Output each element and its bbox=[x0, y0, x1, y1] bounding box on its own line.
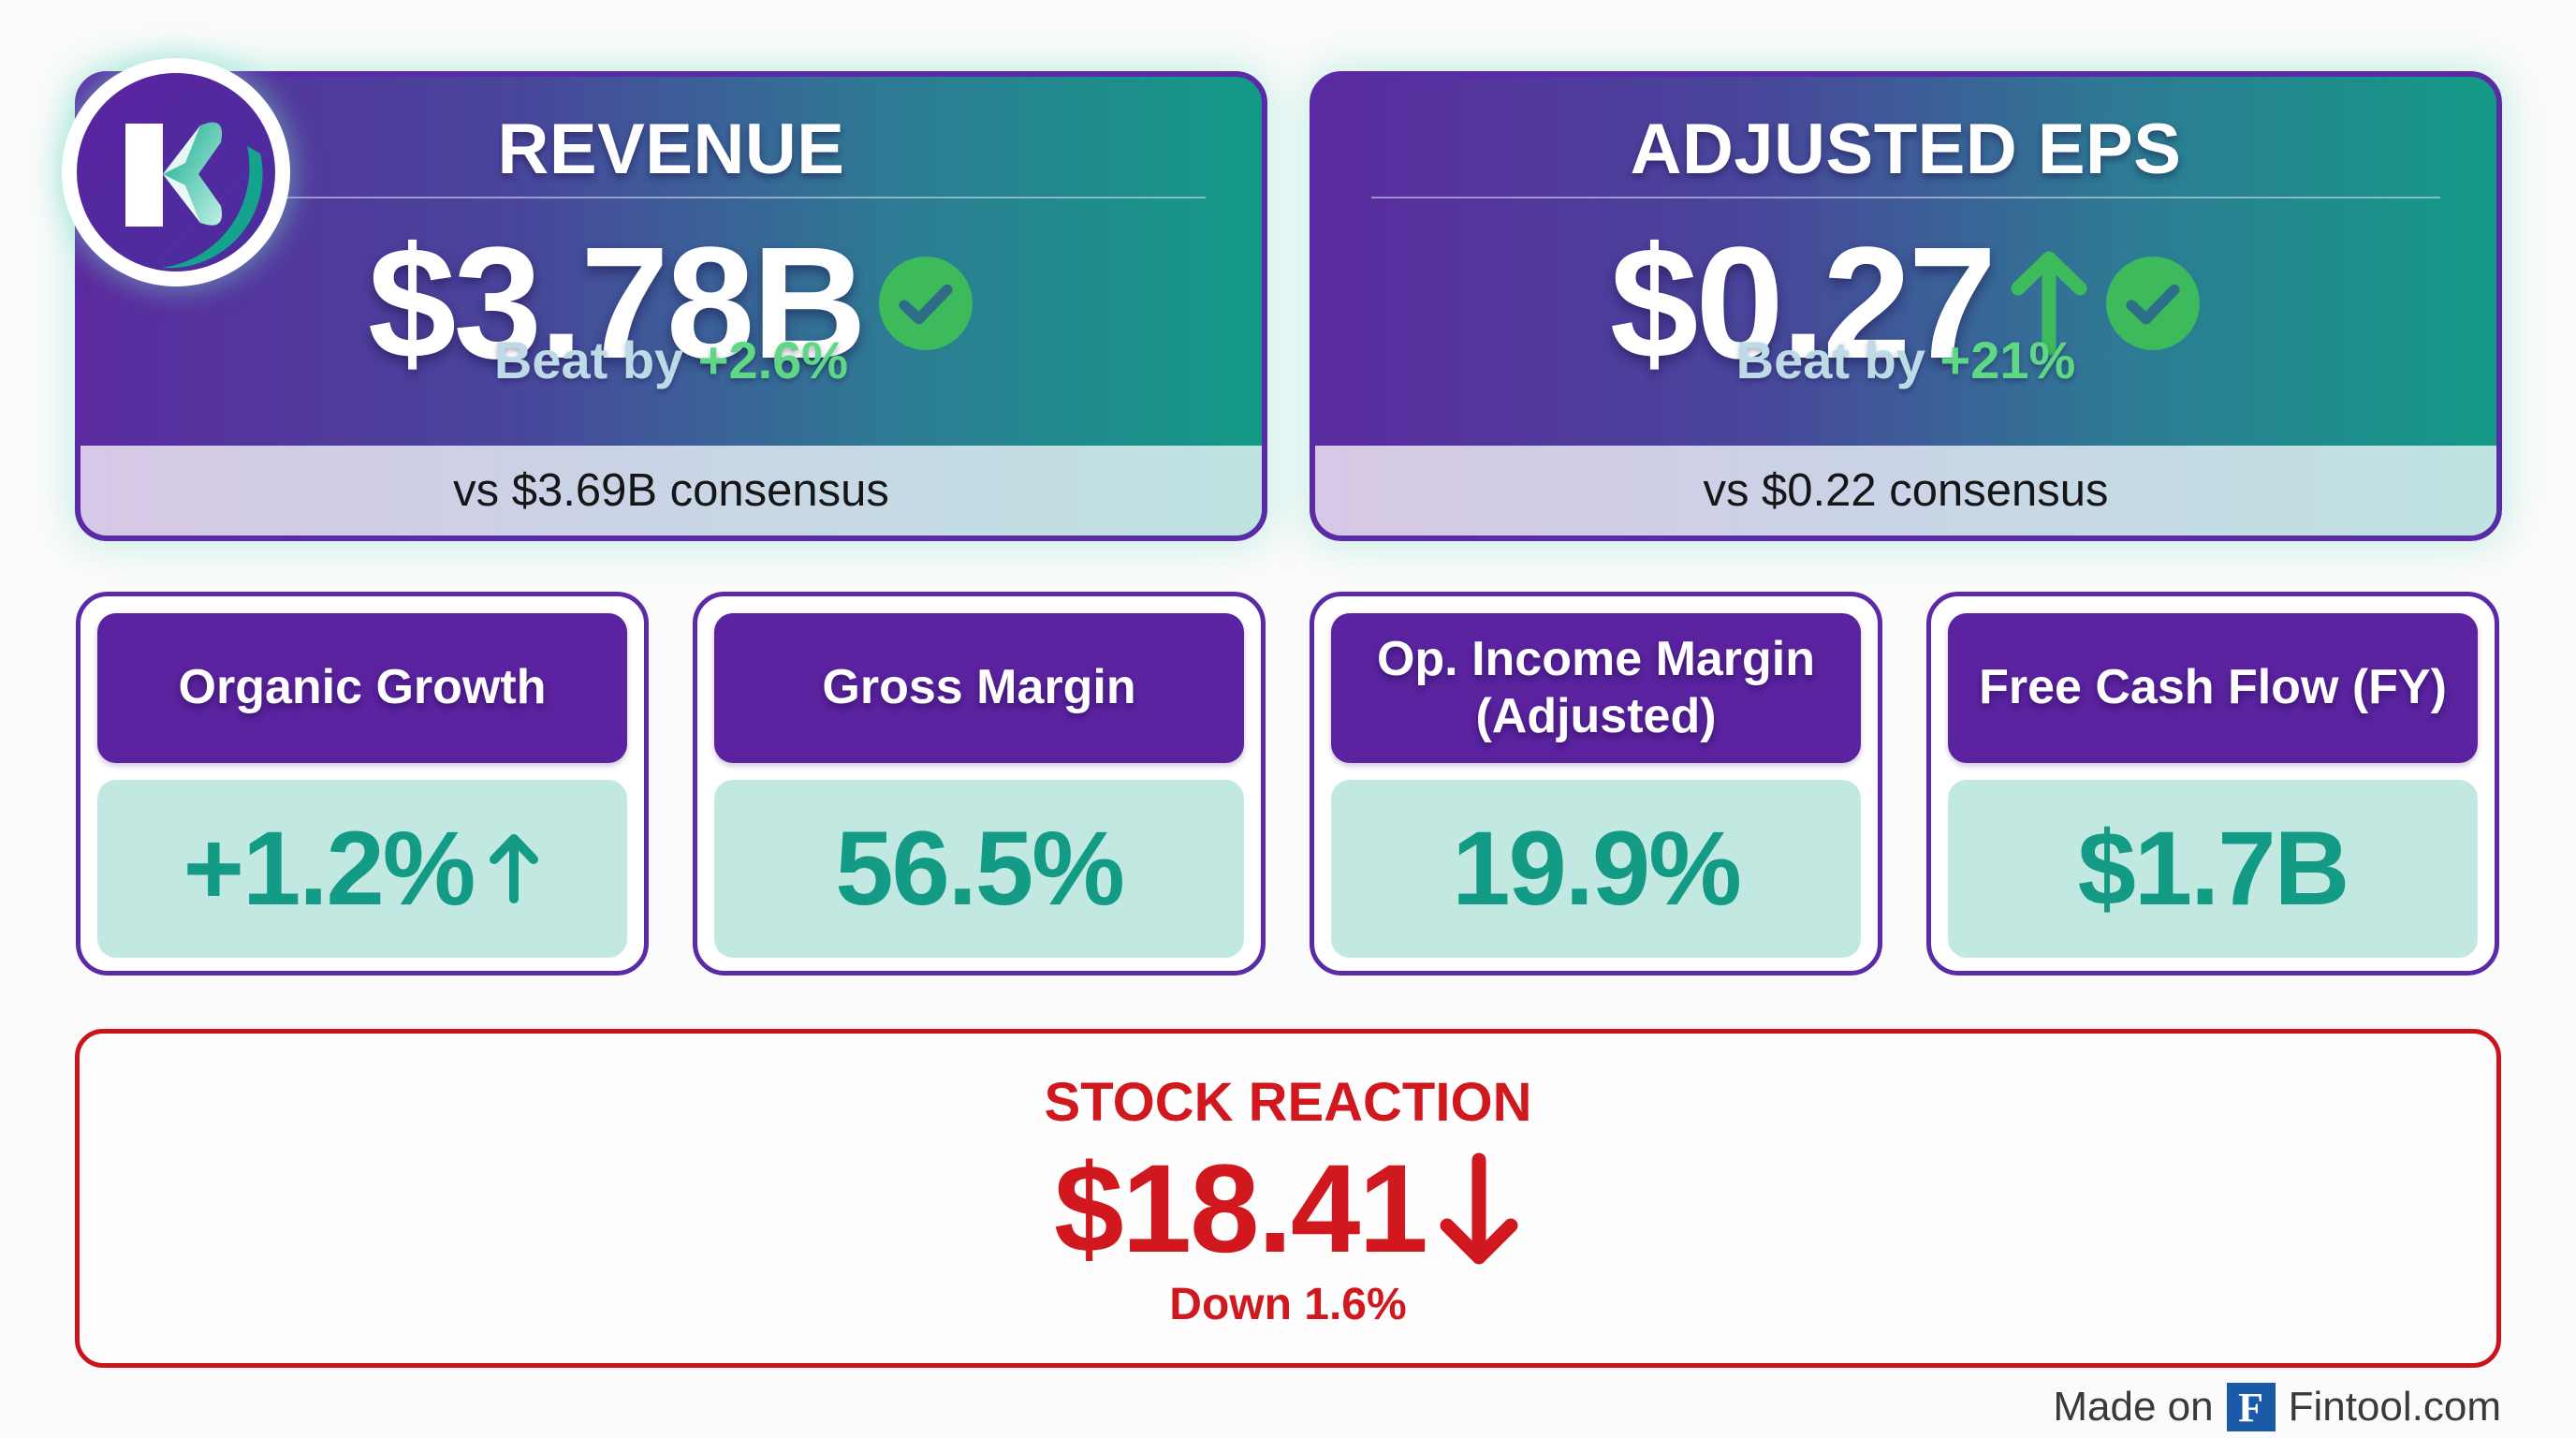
beat-percent: +21% bbox=[1939, 330, 2076, 389]
metric-card-op-income-margin: Op. Income Margin (Adjusted) 19.9% bbox=[1310, 592, 1882, 976]
fintool-logo-icon: F bbox=[2226, 1383, 2276, 1431]
revenue-consensus: vs $3.69B consensus bbox=[80, 446, 1262, 536]
company-logo-k-icon bbox=[77, 73, 275, 271]
revenue-beat: Beat by +2.6% bbox=[80, 330, 1262, 390]
footer-prefix: Made on bbox=[2053, 1384, 2214, 1430]
metric-card-organic-growth: Organic Growth +1.2% bbox=[76, 592, 649, 976]
stock-reaction-card: STOCK REACTION $18.41 Down 1.6% bbox=[75, 1029, 2501, 1368]
beat-label: Beat by bbox=[493, 330, 684, 389]
metric-card-gross-margin: Gross Margin 56.5% bbox=[693, 592, 1266, 976]
check-circle-icon bbox=[2106, 257, 2201, 350]
metric-value: +1.2% bbox=[183, 810, 476, 927]
metric-value: $1.7B bbox=[2077, 810, 2350, 927]
metric-value: 19.9% bbox=[1452, 810, 1742, 927]
check-circle-icon bbox=[879, 257, 973, 350]
metric-value-box: $1.7B bbox=[1948, 780, 2478, 958]
metric-label: Free Cash Flow (FY) bbox=[1948, 613, 2478, 763]
eps-value: $0.27 bbox=[1609, 214, 1997, 392]
metric-value-box: +1.2% bbox=[97, 780, 627, 958]
arrow-down-icon bbox=[1440, 1152, 1518, 1265]
metric-value: 56.5% bbox=[835, 810, 1125, 927]
arrow-up-icon bbox=[490, 834, 539, 903]
eps-value-row: $0.27 bbox=[1315, 224, 2496, 383]
adjusted-eps-card: ADJUSTED EPS $0.27 Beat by +21% vs $0.22… bbox=[1310, 71, 2502, 541]
revenue-value-row: $3.78B bbox=[80, 224, 1262, 383]
revenue-title: REVENUE bbox=[497, 110, 845, 189]
metric-label: Op. Income Margin (Adjusted) bbox=[1331, 613, 1861, 763]
metric-value-box: 19.9% bbox=[1331, 780, 1861, 958]
divider bbox=[1371, 197, 2440, 198]
footer-brand-link[interactable]: Fintool.com bbox=[2288, 1384, 2501, 1430]
metric-label: Gross Margin bbox=[714, 613, 1244, 763]
stock-change: Down 1.6% bbox=[1169, 1280, 1407, 1329]
beat-label: Beat by bbox=[1735, 330, 1925, 389]
company-logo bbox=[62, 58, 290, 286]
stock-value-row: $18.41 bbox=[80, 1144, 2496, 1275]
revenue-value: $3.78B bbox=[367, 214, 867, 392]
beat-percent: +2.6% bbox=[697, 330, 849, 389]
revenue-card: REVENUE $3.78B Beat by +2.6% vs $3.69B c… bbox=[75, 71, 1267, 541]
footer-attribution[interactable]: Made on F Fintool.com bbox=[2053, 1382, 2501, 1432]
divider bbox=[137, 197, 1206, 198]
metric-label: Organic Growth bbox=[97, 613, 627, 763]
arrow-up-icon bbox=[2011, 251, 2087, 356]
eps-title: ADJUSTED EPS bbox=[1630, 110, 2182, 189]
eps-beat: Beat by +21% bbox=[1315, 330, 2496, 390]
stock-title: STOCK REACTION bbox=[1044, 1072, 1532, 1133]
stock-price: $18.41 bbox=[1054, 1139, 1428, 1279]
metric-card-free-cash-flow: Free Cash Flow (FY) $1.7B bbox=[1926, 592, 2499, 976]
metric-value-box: 56.5% bbox=[714, 780, 1244, 958]
eps-consensus: vs $0.22 consensus bbox=[1315, 446, 2496, 536]
